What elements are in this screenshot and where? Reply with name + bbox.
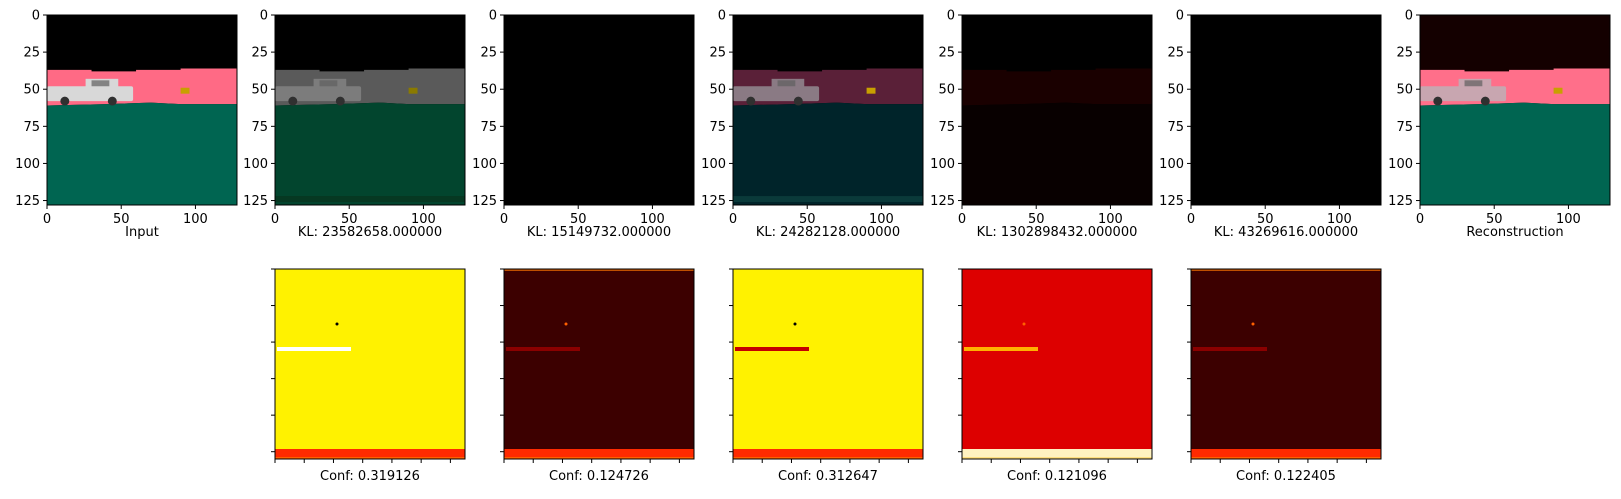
y-tick-label: 0: [32, 9, 40, 24]
y-tick-label: 0: [489, 9, 497, 24]
y-tick-label: 100: [1159, 157, 1184, 172]
y-tick-label: 125: [1388, 194, 1413, 209]
y-tick-label: 50: [938, 83, 955, 98]
confidence-heatmap: Conf: 0.122405: [1187, 268, 1382, 484]
panel-caption: KL: 24282128.000000: [756, 225, 900, 240]
confidence-heatmap: Conf: 0.121096: [958, 268, 1153, 484]
x-tick-label: 0: [1187, 212, 1195, 227]
y-tick-label: 0: [1405, 9, 1413, 24]
y-tick-label: 25: [23, 46, 40, 61]
y-tick-label: 75: [251, 120, 268, 135]
y-tick-label: 75: [480, 120, 497, 135]
y-tick-label: 0: [718, 9, 726, 24]
y-tick-label: 125: [701, 194, 726, 209]
y-tick-label: 25: [709, 46, 726, 61]
x-tick-label: 0: [1416, 212, 1424, 227]
y-tick-label: 75: [709, 120, 726, 135]
y-tick-label: 0: [260, 9, 268, 24]
y-tick-label: 25: [251, 46, 268, 61]
x-tick-label: 0: [500, 212, 508, 227]
panel-caption: KL: 43269616.000000: [1214, 225, 1358, 240]
x-tick-label: 100: [1556, 212, 1581, 227]
x-tick-label: 0: [271, 212, 279, 227]
panel-caption: Input: [125, 225, 159, 240]
y-tick-label: 100: [701, 157, 726, 172]
x-tick-label: 100: [640, 212, 665, 227]
panel-caption: KL: 23582658.000000: [298, 225, 442, 240]
y-tick-label: 50: [1396, 83, 1413, 98]
x-tick-label: 50: [1486, 212, 1503, 227]
x-tick-label: 50: [113, 212, 130, 227]
y-tick-label: 100: [472, 157, 497, 172]
x-tick-label: 100: [183, 212, 208, 227]
heatmap-caption: Conf: 0.121096: [1007, 469, 1107, 484]
y-tick-label: 100: [930, 157, 955, 172]
y-tick-label: 125: [1159, 194, 1184, 209]
y-tick-label: 125: [472, 194, 497, 209]
confidence-heatmap: Conf: 0.319126: [271, 268, 466, 484]
heatmap-caption: Conf: 0.122405: [1236, 469, 1336, 484]
y-tick-label: 75: [1396, 120, 1413, 135]
y-tick-label: 75: [23, 120, 40, 135]
y-tick-label: 50: [709, 83, 726, 98]
x-tick-label: 0: [43, 212, 51, 227]
panel-caption: KL: 15149732.000000: [527, 225, 671, 240]
y-tick-label: 100: [15, 157, 40, 172]
y-tick-label: 0: [947, 9, 955, 24]
y-tick-label: 75: [938, 120, 955, 135]
y-tick-label: 25: [480, 46, 497, 61]
heatmap-caption: Conf: 0.312647: [778, 469, 878, 484]
y-tick-label: 25: [1167, 46, 1184, 61]
confidence-heatmap: Conf: 0.312647: [729, 268, 924, 484]
panel-caption: KL: 1302898432.000000: [977, 225, 1138, 240]
confidence-heatmap: Conf: 0.124726: [500, 268, 695, 484]
heatmap-caption: Conf: 0.319126: [320, 469, 420, 484]
x-tick-label: 0: [958, 212, 966, 227]
y-tick-label: 100: [243, 157, 268, 172]
y-tick-label: 25: [1396, 46, 1413, 61]
y-tick-label: 75: [1167, 120, 1184, 135]
y-tick-label: 50: [23, 83, 40, 98]
y-tick-label: 50: [1167, 83, 1184, 98]
x-tick-label: 50: [341, 212, 358, 227]
y-tick-label: 100: [1388, 157, 1413, 172]
x-tick-label: 100: [1098, 212, 1123, 227]
x-tick-label: 100: [869, 212, 894, 227]
x-tick-label: 50: [799, 212, 816, 227]
y-tick-label: 125: [15, 194, 40, 209]
x-tick-label: 100: [411, 212, 436, 227]
y-tick-label: 0: [1176, 9, 1184, 24]
x-tick-label: 0: [729, 212, 737, 227]
panel-caption: Reconstruction: [1466, 225, 1563, 240]
y-tick-label: 125: [930, 194, 955, 209]
y-tick-label: 50: [251, 83, 268, 98]
y-tick-label: 50: [480, 83, 497, 98]
x-tick-label: 50: [1028, 212, 1045, 227]
heatmap-caption: Conf: 0.124726: [549, 469, 649, 484]
y-tick-label: 125: [243, 194, 268, 209]
x-tick-label: 50: [1257, 212, 1274, 227]
x-tick-label: 50: [570, 212, 587, 227]
y-tick-label: 25: [938, 46, 955, 61]
x-tick-label: 100: [1327, 212, 1352, 227]
